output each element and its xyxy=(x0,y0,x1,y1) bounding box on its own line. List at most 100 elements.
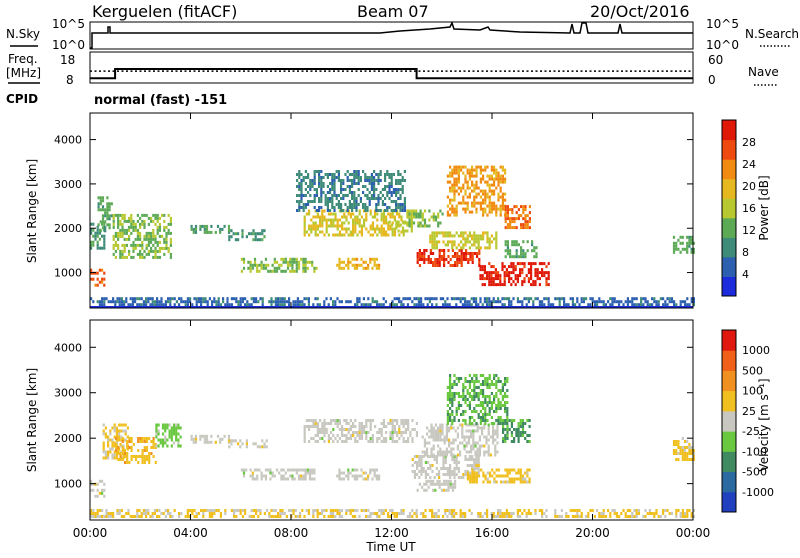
power-colorbar-swatch xyxy=(722,159,736,180)
nsky-left-tick-bottom: 10^0 xyxy=(52,38,85,52)
time-tick-label: 16:00 xyxy=(475,526,510,540)
power-region-8 xyxy=(336,257,381,270)
velocity-panel: 1000 2000 3000 4000 Slant Range [km] 1000 50… xyxy=(25,319,774,521)
time-axis: 00:00 04:00 08:00 12:00 16:00 20:00 00:00 xyxy=(73,113,711,540)
power-region-11 xyxy=(404,209,444,228)
power-colorbar-swatch xyxy=(722,120,736,141)
power-colorbar-tick: 24 xyxy=(742,158,756,171)
power-colorbar-swatch xyxy=(722,237,736,258)
nave-label: Nave xyxy=(748,65,779,79)
power-region-16 xyxy=(504,205,531,230)
power-ytick-label: 3000 xyxy=(54,178,82,191)
velocity-region-15 xyxy=(672,437,695,461)
velocity-colorbar-tick: -25 xyxy=(742,425,760,438)
power-colorbar-tick: 16 xyxy=(742,202,756,215)
freq-label-line1: Freq. xyxy=(8,52,38,66)
power-colorbar-swatch xyxy=(722,198,736,219)
power-panel: 1000 2000 3000 4000 Slant Range [km] 28 24 20… xyxy=(25,112,771,309)
freq-left-tick-top: 18 xyxy=(60,53,75,67)
cpid-label: CPID xyxy=(6,92,38,106)
power-region-3 xyxy=(112,213,172,259)
power-region-12 xyxy=(416,249,481,267)
freq-label-line2: [MHz] xyxy=(6,66,41,80)
velocity-colorbar-tick: 25 xyxy=(742,405,756,418)
velocity-colorbar-swatch xyxy=(722,350,736,371)
power-colorbar-tick: 20 xyxy=(742,180,756,193)
velocity-colorbar-swatch xyxy=(722,370,736,392)
nsky-left-tick-top: 10^5 xyxy=(52,17,85,31)
nsearch-label: N.Search xyxy=(745,27,799,41)
power-colorbar-tick: 4 xyxy=(742,268,749,281)
power-colorbar-tick: 12 xyxy=(742,224,756,237)
time-tick-label: 20:00 xyxy=(575,526,610,540)
velocity-ytick-label: 4000 xyxy=(54,341,82,354)
power-colorbar-swatch xyxy=(722,178,736,199)
power-colorbar-swatch xyxy=(722,276,736,297)
power-ytick-label: 1000 xyxy=(54,267,82,280)
velocity-colorbar-swatch xyxy=(722,410,736,432)
velocity-colorbar-swatch xyxy=(722,451,736,472)
power-ytick-label: 2000 xyxy=(54,222,82,235)
time-tick-label: 00:00 xyxy=(73,526,108,540)
freq-left-tick-bottom: 8 xyxy=(66,73,74,87)
time-tick-label: 00:00 xyxy=(676,526,711,540)
power-cells xyxy=(90,165,695,307)
power-colorbar-swatch xyxy=(722,139,736,160)
velocity-region-6 xyxy=(240,468,316,481)
velocity-colorbar-tick: 500 xyxy=(742,364,763,377)
velocity-region-5 xyxy=(228,439,268,449)
power-ytick-label: 4000 xyxy=(54,134,82,147)
nsky-series xyxy=(90,21,693,49)
velocity-colorbar-swatch xyxy=(722,330,736,351)
velocity-colorbar-swatch xyxy=(722,471,736,493)
power-region-6 xyxy=(240,257,318,273)
time-tick-label: 12:00 xyxy=(374,526,409,540)
nsky-label: N.Sky xyxy=(6,27,40,41)
velocity-region-2 xyxy=(115,437,157,464)
velocity-region-8 xyxy=(336,468,381,481)
power-region-2 xyxy=(97,196,113,233)
velocity-colorbar-swatch xyxy=(722,390,736,412)
velocity-region-14 xyxy=(416,479,457,492)
date-title: 20/Oct/2016 xyxy=(590,2,690,21)
velocity-colorbar-tick: 100 xyxy=(742,385,763,398)
velocity-ytick-label: 2000 xyxy=(54,432,82,445)
beam-title: Beam 07 xyxy=(357,2,429,21)
velocity-region-16 xyxy=(90,509,695,518)
velocity-region-0 xyxy=(90,479,106,498)
velocity-colorbar-tick: -1000 xyxy=(742,486,774,499)
power-region-18 xyxy=(672,235,695,254)
power-colorbar-tick: 28 xyxy=(742,136,756,149)
velocity-ytick-label: 3000 xyxy=(54,387,82,400)
power-region-0 xyxy=(90,268,106,287)
velocity-region-3 xyxy=(155,423,182,448)
time-tick-label: 08:00 xyxy=(274,526,309,540)
station-title: Kerguelen (fitACF) xyxy=(92,2,237,21)
velocity-colorbar-tick: -100 xyxy=(742,445,767,458)
velocity-colorbar-label: Velocity [m s⁻¹] xyxy=(757,378,771,471)
velocity-colorbar: 1000 500 100 25 -25 -100 -500 -1000 xyxy=(721,329,774,513)
power-colorbar-swatch xyxy=(722,217,736,238)
velocity-ylabel: Slant Range [km] xyxy=(25,368,39,472)
power-region-7 xyxy=(303,209,405,237)
velocity-colorbar-swatch xyxy=(722,431,736,452)
freq-panel: Freq. [MHz] 18 8 60 0 Nave xyxy=(6,51,779,87)
velocity-region-11 xyxy=(446,374,509,425)
freq-right-tick-bottom: 0 xyxy=(708,73,716,87)
nsky-right-tick-top: 10^5 xyxy=(706,17,739,31)
velocity-ytick-label: 1000 xyxy=(54,478,82,491)
power-region-15 xyxy=(479,262,550,287)
power-region-5 xyxy=(228,229,266,242)
power-region-19 xyxy=(90,297,695,307)
power-region-9 xyxy=(296,170,406,212)
velocity-cells xyxy=(90,374,695,518)
velocity-colorbar-tick: 1000 xyxy=(742,344,770,357)
velocity-region-7 xyxy=(303,419,418,443)
velocity-colorbar-tick: -500 xyxy=(742,466,767,479)
power-region-17 xyxy=(504,240,538,259)
nsky-panel: N.Sky 10^5 10^0 10^5 10^0 N.Search xyxy=(6,17,799,52)
velocity-region-13 xyxy=(466,468,531,484)
frequency-series xyxy=(90,68,693,80)
power-colorbar-label: Power [dB] xyxy=(757,175,771,240)
time-tick-label: 04:00 xyxy=(173,526,208,540)
